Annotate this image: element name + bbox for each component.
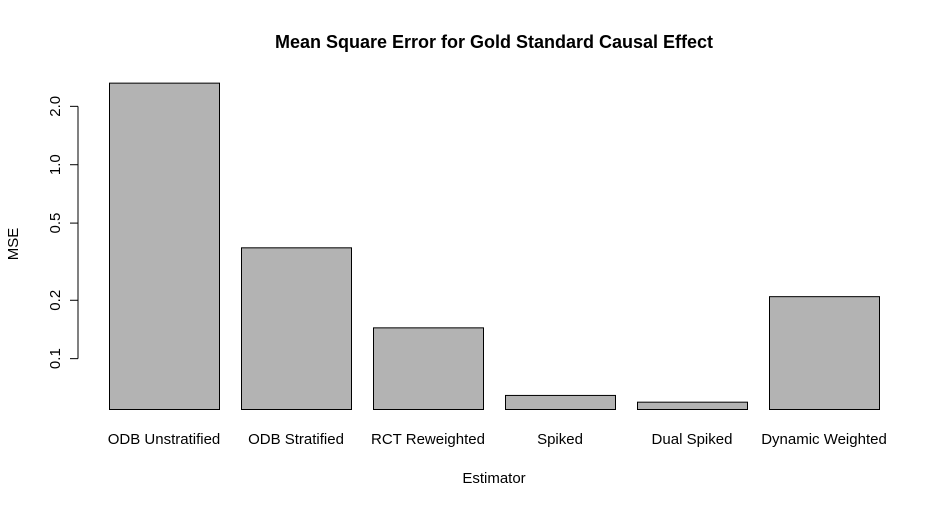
y-tick-label: 2.0 [47,96,64,117]
x-tick-label: RCT Reweighted [371,431,485,448]
chart-title: Mean Square Error for Gold Standard Caus… [275,32,713,52]
y-tick-label: 0.2 [47,290,64,311]
bar [373,327,484,411]
y-axis-label: MSE [5,228,22,261]
x-tick-label: Spiked [537,431,583,448]
bars [109,82,880,411]
x-tick-label: ODB Unstratified [108,431,221,448]
x-axis-label: Estimator [462,470,525,487]
y-tick-label: 0.5 [47,213,64,234]
bar [769,296,880,411]
bar [241,247,352,410]
x-tick-label: ODB Stratified [248,431,344,448]
y-tick-label: 1.0 [47,154,64,175]
bar [505,394,616,411]
x-tick-label: Dual Spiked [652,431,733,448]
bar [109,82,220,410]
category-labels: ODB Unstratified ODB Stratified RCT Reweig… [108,431,887,448]
y-tick-label: 0.1 [47,348,64,369]
bar [637,401,748,410]
x-tick-label: Dynamic Weighted [761,431,887,448]
y-axis-ticks: 0.1 0.2 0.5 1.0 2.0 [47,96,78,369]
